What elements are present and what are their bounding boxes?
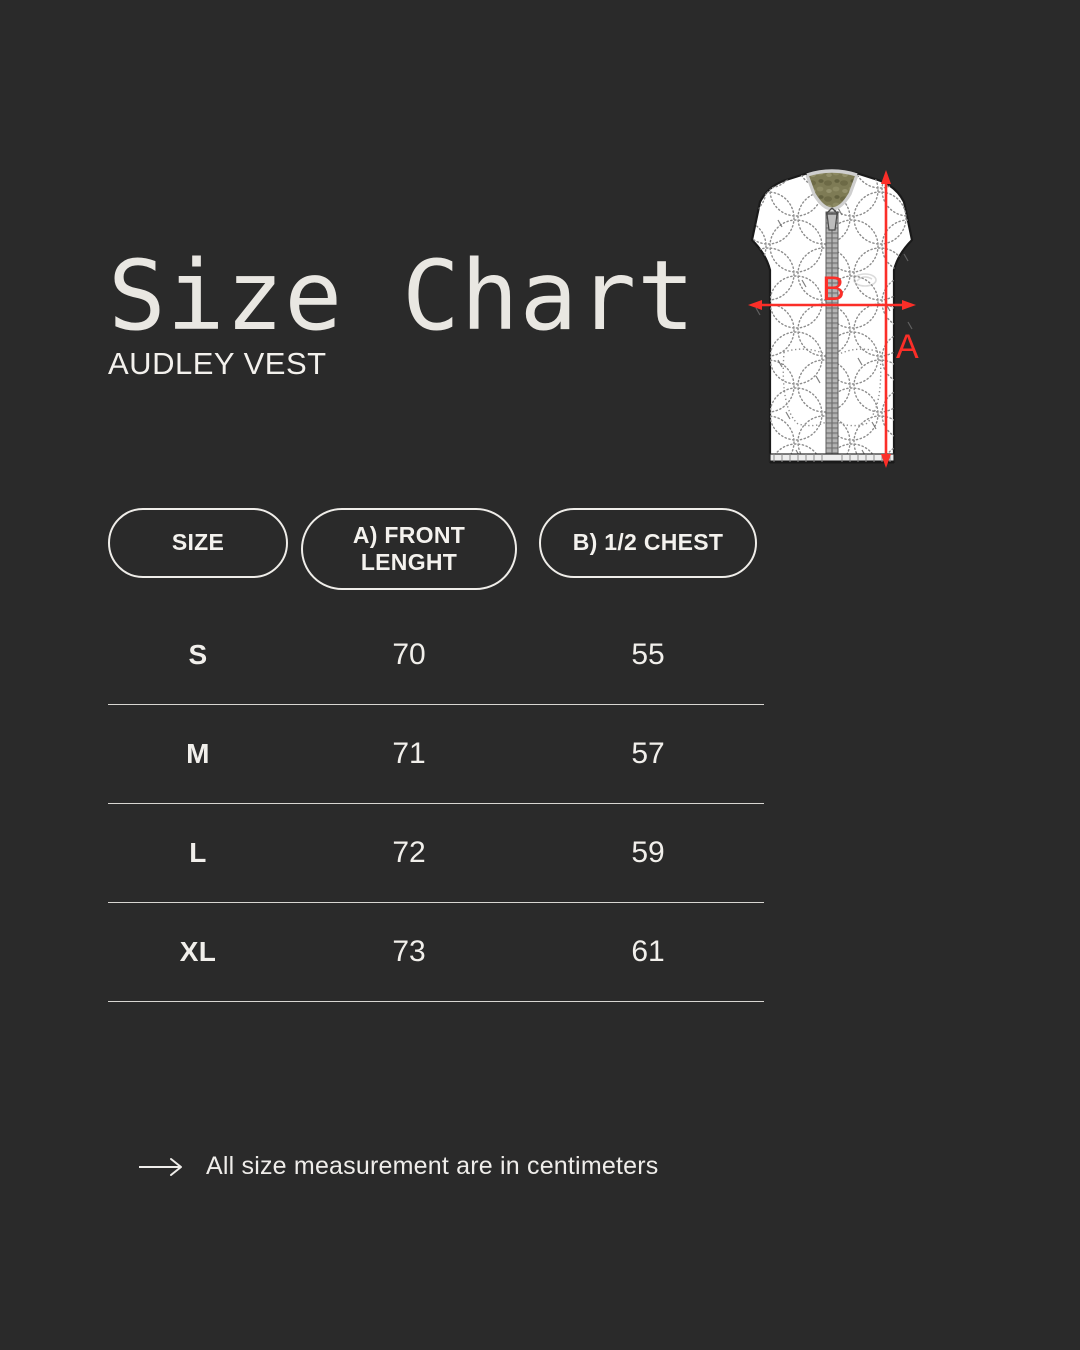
cell-size: L <box>189 837 207 868</box>
cell-front-length: 70 <box>392 638 426 671</box>
cell-front-length: 72 <box>392 836 426 869</box>
chest-logo <box>853 273 877 287</box>
column-header-size-wrap: SIZE <box>108 508 288 578</box>
collar-lining <box>805 169 859 211</box>
cell-size: M <box>186 738 210 769</box>
column-header-chest-wrap: B) 1/2 CHEST <box>539 508 757 578</box>
table-header-row: SIZE A) FRONT LENGHT B) 1/2 CHEST <box>108 508 764 600</box>
footer-note-text: All size measurement are in centimeters <box>206 1152 659 1180</box>
measurement-labels: B A <box>822 270 919 366</box>
size-table: SIZE A) FRONT LENGHT B) 1/2 CHEST S 70 5… <box>108 508 764 1002</box>
front-length-line-1: A) FRONT <box>352 521 466 548</box>
label-a: A <box>896 328 919 366</box>
table-row: XL 73 61 <box>108 903 764 1001</box>
table-row: L 72 59 <box>108 804 764 902</box>
row-divider <box>108 704 764 705</box>
page-title: Size Chart <box>108 240 696 352</box>
arrow-right-icon <box>139 1157 182 1176</box>
table-body: S 70 55 M 71 57 L 72 59 XL 73 61 <box>108 606 764 1002</box>
center-zipper <box>825 207 839 463</box>
cell-size: S <box>188 639 208 670</box>
product-subtitle: AUDLEY VEST <box>108 346 327 381</box>
cell-front-length: 71 <box>392 737 426 770</box>
row-divider <box>108 902 764 903</box>
cell-half-chest: 59 <box>631 836 665 869</box>
front-length-line-2: LENGHT <box>360 549 458 575</box>
footer-note: All size measurement are in centimeters <box>138 1152 658 1181</box>
measurement-guides <box>748 170 916 468</box>
column-header-front-wrap: A) FRONT LENGHT <box>301 508 517 590</box>
row-divider <box>108 1001 764 1002</box>
cell-half-chest: 61 <box>631 935 665 968</box>
title-block: Size Chart AUDLEY VEST <box>108 248 728 382</box>
column-header-size-label: SIZE <box>171 529 225 556</box>
cell-front-length: 73 <box>392 935 426 968</box>
column-header-front-length: A) FRONT LENGHT <box>301 508 517 590</box>
column-header-front-length-label: A) FRONT LENGHT <box>353 522 465 576</box>
table-row: M 71 57 <box>108 705 764 803</box>
vest-illustration: B A <box>712 162 952 492</box>
column-header-half-chest-label: B) 1/2 CHEST <box>572 529 724 556</box>
label-b: B <box>822 270 845 308</box>
row-divider <box>108 803 764 804</box>
cell-size: XL <box>179 936 217 967</box>
column-header-size: SIZE <box>108 508 288 578</box>
cell-half-chest: 57 <box>631 737 665 770</box>
table-row: S 70 55 <box>108 606 764 704</box>
cell-half-chest: 55 <box>631 638 665 671</box>
bottom-hem <box>769 453 895 464</box>
column-header-half-chest: B) 1/2 CHEST <box>539 508 757 578</box>
